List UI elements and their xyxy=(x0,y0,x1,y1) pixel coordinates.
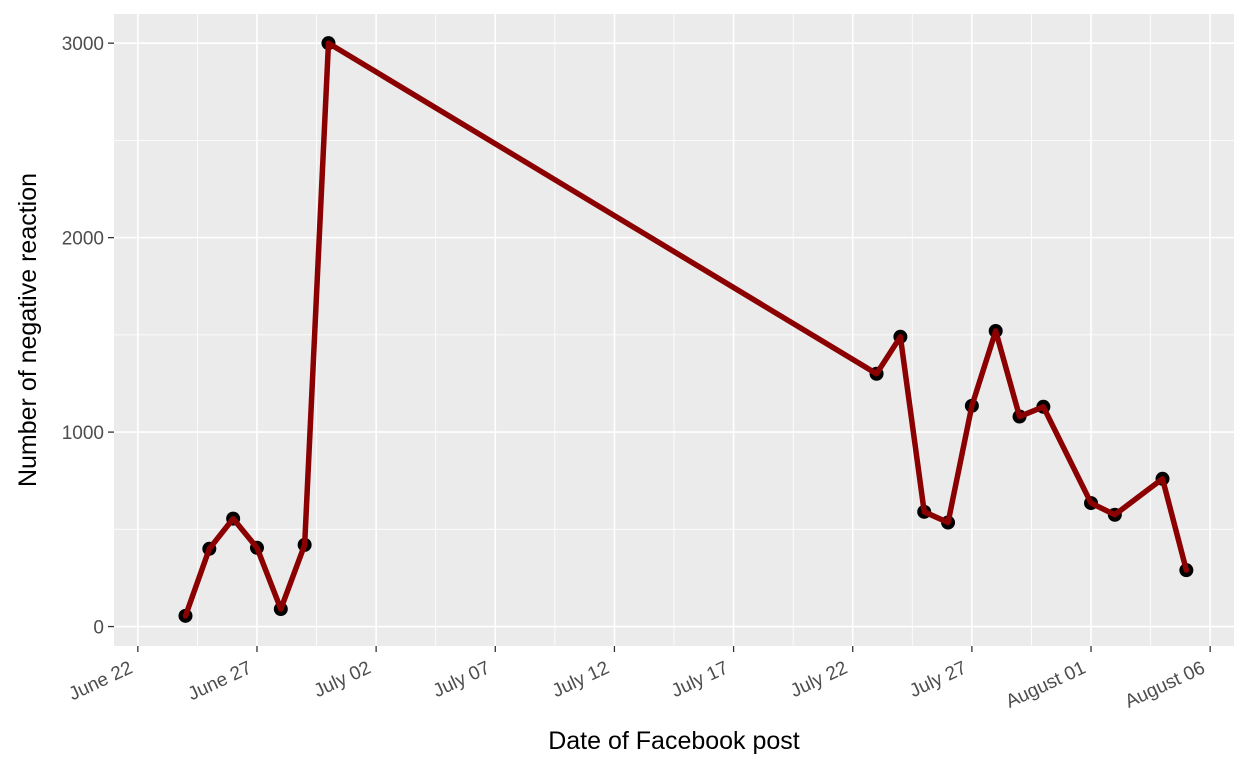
series-layer xyxy=(178,36,1194,623)
x-tick-label: July 12 xyxy=(549,657,612,701)
y-axis-title: Number of negative reaction xyxy=(14,173,42,487)
x-tick-label: August 06 xyxy=(1122,657,1208,712)
minor-gridlines xyxy=(114,14,1234,646)
x-tick-label: August 01 xyxy=(1003,657,1089,712)
y-tick-label: 1000 xyxy=(62,423,104,444)
axis-ticks xyxy=(108,42,1211,652)
series-line xyxy=(182,40,1190,619)
x-tick-label: July 17 xyxy=(668,657,731,701)
x-axis-title: Date of Facebook post xyxy=(548,727,800,755)
x-tick-label: June 22 xyxy=(66,657,136,705)
y-tick-label: 3000 xyxy=(62,34,104,55)
y-tick-label: 0 xyxy=(93,618,104,639)
x-tick-labels: June 22 June 27 July 02 July 07 July 12 July … xyxy=(66,657,1209,712)
x-tick-label: June 27 xyxy=(185,657,255,705)
major-gridlines xyxy=(114,14,1234,646)
y-tick-labels: 0 1000 2000 3000 xyxy=(62,34,104,638)
x-tick-label: July 22 xyxy=(787,657,850,701)
x-tick-label: July 07 xyxy=(430,657,493,701)
x-tick-label: July 27 xyxy=(907,657,970,701)
y-tick-label: 2000 xyxy=(62,229,104,250)
x-tick-label: July 02 xyxy=(311,657,374,701)
